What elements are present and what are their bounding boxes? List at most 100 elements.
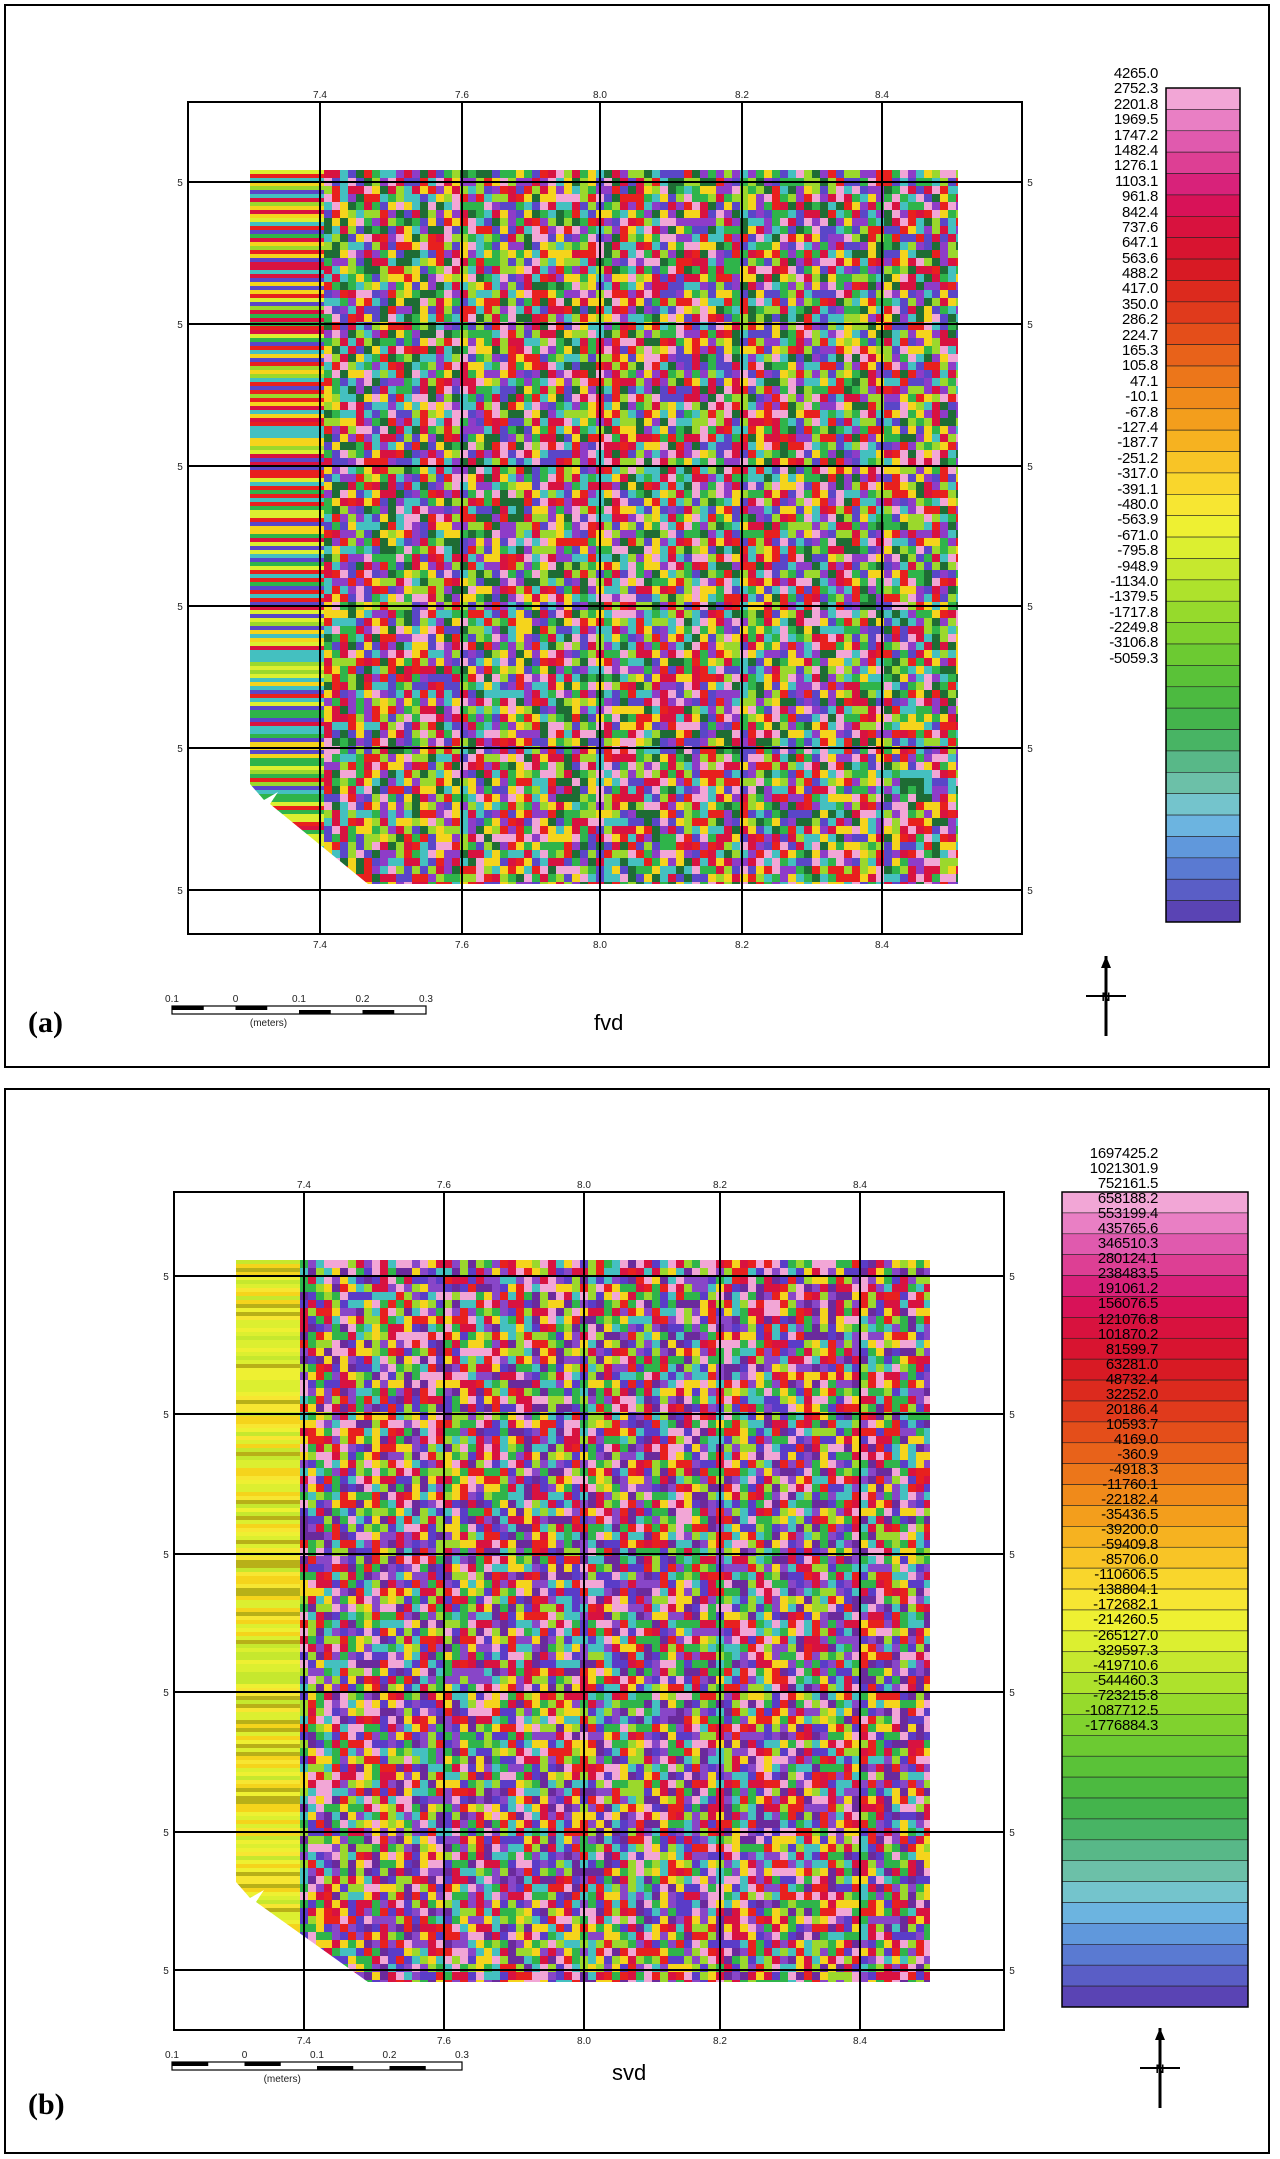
panel-tag: (a) <box>28 1006 63 1039</box>
colorbar-swatch <box>1165 857 1241 880</box>
colorbar-label: 1747.2 <box>1113 126 1158 144</box>
y-tick-label-right: 5 <box>1009 1828 1015 1839</box>
colorbar-label: -265127.0 <box>1093 1626 1158 1644</box>
svd-map-figure: 7.47.47.67.68.08.08.28.28.48.45 55 55 55 55 5… <box>163 1180 1249 2108</box>
colorbar-label: 20186.4 <box>1105 1400 1158 1418</box>
north-arrow-icon: N <box>1086 956 1126 1036</box>
colorbar-swatch <box>1165 130 1241 153</box>
colorbar-label: 350.0 <box>1121 295 1158 313</box>
x-tick-label-bottom: 8.2 <box>713 2036 727 2047</box>
north-arrow-label: N <box>1156 2062 1165 2076</box>
x-tick-label-top: 8.0 <box>577 1180 591 1191</box>
scale-bar-tick: 0.1 <box>165 994 179 1005</box>
north-arrow-icon: N <box>1140 2028 1180 2108</box>
colorbar-swatch <box>1165 258 1241 281</box>
colorbar-swatch <box>1165 814 1241 837</box>
colorbar-swatch <box>1165 408 1241 431</box>
colorbar-label: 1276.1 <box>1113 157 1158 175</box>
colorbar-label: 737.6 <box>1121 218 1158 236</box>
x-tick-label-bottom: 8.4 <box>875 940 889 951</box>
colorbar-swatch <box>1165 194 1241 217</box>
colorbar-label: 2201.8 <box>1113 95 1158 113</box>
colorbar-label: -419710.6 <box>1093 1656 1158 1674</box>
y-tick-label-right: 5 <box>1009 1272 1015 1283</box>
panel-svd: 7.4 7.4 7.6 7.6 8.0 8.0 8.2 8.2 8.4 8.4 5 5 5 5 5 5 5 5 5 5… <box>4 1088 1270 2154</box>
colorbar-swatch <box>1165 836 1241 859</box>
colorbar-label: 63281.0 <box>1105 1355 1158 1373</box>
colorbar-swatch <box>1061 1797 1249 1820</box>
colorbar-swatch <box>1061 1776 1249 1799</box>
colorbar-label: 2752.3 <box>1113 80 1158 98</box>
scale-bar-tick: 0.2 <box>383 2050 397 2061</box>
scale-bar-tick: 0.3 <box>419 994 433 1005</box>
colorbar-label: 4169.0 <box>1113 1430 1158 1448</box>
colorbar-label: -563.9 <box>1117 511 1158 529</box>
fvd-colorbar-labels: 4265.0 2752.3 2201.8 1969.5 1747.2 1482.4 1276… <box>1028 66 1158 667</box>
colorbar-swatch <box>1165 301 1241 324</box>
colorbar-label: -187.7 <box>1117 434 1158 452</box>
colorbar-label: -67.8 <box>1125 403 1158 421</box>
map-frame <box>173 1191 1005 2031</box>
colorbar-swatch <box>1165 322 1241 345</box>
panel-fvd: 7.4 7.4 7.6 7.6 8.0 8.0 8.2 8.2 8.4 8.4 5 5 5 5 5 5 5 5 5 5… <box>4 4 1270 1068</box>
north-arrow-label: N <box>1102 990 1111 1004</box>
colorbar-swatch <box>1165 237 1241 260</box>
colorbar-swatch <box>1061 1860 1249 1882</box>
colorbar-label: 658188.2 <box>1097 1190 1158 1208</box>
colorbar-label: 488.2 <box>1121 265 1158 283</box>
x-tick-label-bottom: 7.4 <box>297 2036 311 2047</box>
colorbar-label: -59409.8 <box>1101 1536 1158 1554</box>
scale-bar-tick: 0 <box>233 994 239 1005</box>
colorbar-label: -671.0 <box>1117 526 1158 544</box>
colorbar-label: 48732.4 <box>1105 1370 1158 1388</box>
y-tick-label-right: 5 <box>1009 1966 1015 1977</box>
colorbar-label: -22182.4 <box>1101 1491 1158 1509</box>
colorbar-label: -172682.1 <box>1093 1596 1158 1614</box>
y-tick-label-left: 5 <box>177 320 183 331</box>
y-tick-label-right: 5 <box>1027 602 1033 613</box>
y-tick-label-left: 5 <box>163 1966 169 1977</box>
colorbar-label: -214260.5 <box>1093 1611 1158 1629</box>
panel-tag: (b) <box>28 2088 65 2121</box>
colorbar-swatch <box>1165 451 1241 474</box>
scale-bar-tick: 0.1 <box>292 994 306 1005</box>
y-tick-label-right: 5 <box>1009 1550 1015 1561</box>
colorbar-swatch <box>1061 1902 1249 1924</box>
colorbar-label: -35436.5 <box>1101 1506 1158 1524</box>
colorbar-frame <box>1061 1191 1249 2008</box>
scale-bar-unit: (meters) <box>250 1018 287 1029</box>
scale-bar-tick: 0.2 <box>356 994 370 1005</box>
y-tick-label-left: 5 <box>163 1272 169 1283</box>
x-tick-label-top: 7.6 <box>437 1180 451 1191</box>
colorbar-label: -110606.5 <box>1094 1566 1158 1584</box>
scale-bar-tick: 0 <box>242 2050 248 2061</box>
colorbar-label: 105.8 <box>1121 357 1158 375</box>
colorbar-swatch <box>1061 1881 1249 1903</box>
colorbar-label: -5059.3 <box>1109 649 1158 667</box>
colorbar-swatch <box>1165 536 1241 559</box>
x-tick-label-top: 7.6 <box>455 90 469 101</box>
colorbar-label: -138804.1 <box>1093 1581 1158 1599</box>
x-tick-label-top: 8.0 <box>593 90 607 101</box>
x-tick-label-bottom: 8.2 <box>735 940 749 951</box>
colorbar-swatch <box>1165 494 1241 516</box>
colorbar-label: 553199.4 <box>1097 1205 1158 1223</box>
colorbar-label: -391.1 <box>1117 480 1158 498</box>
colorbar-swatch <box>1165 900 1241 923</box>
scale-bar: 0.1 0 0.1 0.2 0.3 (meters) <box>165 2050 469 2085</box>
colorbar-label: 1697425.2 <box>1089 1145 1159 1162</box>
colorbar-label: -3106.8 <box>1109 634 1158 652</box>
colorbar-swatch <box>1165 515 1241 538</box>
colorbar-swatch <box>1165 622 1241 645</box>
colorbar-swatch <box>1165 772 1241 794</box>
y-tick-label-left: 5 <box>163 1410 169 1421</box>
colorbar-label: 10593.7 <box>1105 1415 1158 1433</box>
colorbar-frame <box>1165 87 1241 923</box>
colorbar-swatch <box>1165 216 1241 238</box>
colorbar-swatch <box>1165 558 1241 581</box>
y-tick-label-left: 5 <box>177 744 183 755</box>
colorbar-swatch <box>1165 643 1241 666</box>
colorbar-label: -1087712.5 <box>1085 1701 1158 1719</box>
colorbar-label: -85706.0 <box>1101 1551 1158 1569</box>
x-tick-label-top: 7.4 <box>313 90 327 101</box>
